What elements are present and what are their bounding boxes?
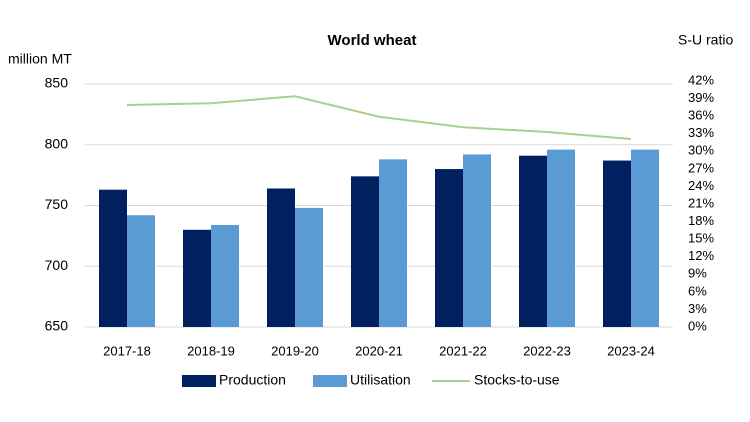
bar (295, 207, 323, 327)
y-tick-label: 700 (45, 257, 69, 273)
bar (267, 188, 295, 327)
y2-tick-label: 21% (688, 195, 714, 210)
y2-tick-label: 6% (688, 283, 707, 298)
x-tick-label: 2021-22 (439, 343, 487, 358)
y-tick-label: 850 (45, 75, 69, 91)
chart-title: World wheat (328, 32, 417, 49)
y2-tick-label: 15% (688, 231, 714, 246)
x-tick-label: 2019-20 (271, 343, 319, 358)
bar (463, 154, 491, 327)
bar (183, 229, 211, 327)
y2-tick-label: 42% (688, 72, 714, 87)
bar (127, 215, 155, 327)
y2-tick-label: 0% (688, 318, 707, 333)
y2-tick-label: 24% (688, 178, 714, 193)
bar (435, 169, 463, 327)
y-tick-label: 800 (45, 135, 69, 151)
bar (519, 155, 547, 327)
bar (547, 149, 575, 327)
legend-swatch (313, 375, 347, 387)
legend-swatch (182, 375, 216, 387)
y-tick-label: 650 (45, 318, 69, 334)
bar (603, 160, 631, 327)
bar (379, 159, 407, 327)
x-tick-label: 2023-24 (607, 343, 655, 358)
y2-tick-label: 18% (688, 213, 714, 228)
x-tick-label: 2017-18 (103, 343, 151, 358)
y2-tick-label: 30% (688, 143, 714, 158)
legend-label: Stocks-to-use (474, 372, 560, 388)
bar (631, 149, 659, 327)
y2-axis-label: S-U ratio (678, 32, 733, 48)
x-tick-label: 2022-23 (523, 343, 571, 358)
x-tick-label: 2020-21 (355, 343, 403, 358)
y2-tick-label: 27% (688, 160, 714, 175)
y2-tick-label: 9% (688, 266, 707, 281)
y2-tick-label: 36% (688, 108, 714, 123)
y-axis-label: million MT (8, 51, 72, 67)
x-tick-label: 2018-19 (187, 343, 235, 358)
bar (351, 176, 379, 327)
bar (99, 189, 127, 327)
legend-label: Production (219, 372, 286, 388)
y2-tick-label: 39% (688, 90, 714, 105)
y-tick-label: 750 (45, 196, 69, 212)
y2-tick-label: 33% (688, 125, 714, 140)
legend-label: Utilisation (350, 372, 411, 388)
line (126, 95, 632, 140)
bar (211, 224, 239, 327)
y2-tick-label: 3% (688, 301, 707, 316)
y2-tick-label: 12% (688, 248, 714, 263)
